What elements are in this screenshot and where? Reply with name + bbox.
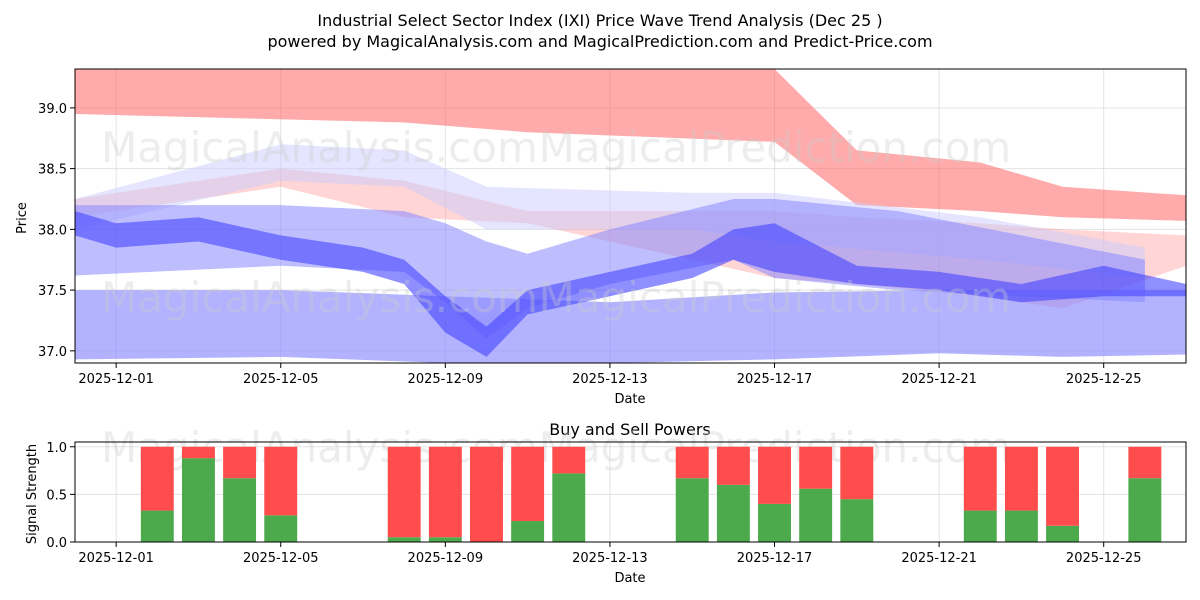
signal-x-tick-label: 2025-12-09 [408,551,484,566]
price-x-tick-label: 2025-12-13 [572,372,648,387]
buy-bar [181,458,215,542]
buy-bar [223,478,257,542]
signal-x-tick-label: 2025-12-13 [572,551,648,566]
price-x-tick-label: 2025-12-05 [243,372,319,387]
buy-bar [428,537,462,542]
signal-y-tick-label: 0.5 [46,488,67,503]
sell-bar [1128,446,1162,479]
sell-bar [758,446,791,504]
price-bands [75,69,1186,363]
buy-bar [1004,510,1038,542]
buy-bar [799,488,833,542]
price-x-tick-label: 2025-12-25 [1066,372,1142,387]
sell-bar [428,446,462,538]
bottom-chart-title: Buy and Sell Powers [549,420,711,439]
sell-bar [387,446,421,538]
price-watermark: MagicalPrediction.com [539,123,1012,172]
signal-chart: MagicalAnalysis.comMagicalPrediction.com… [46,423,1187,566]
sell-bar [264,446,298,516]
price-chart: MagicalAnalysis.com MagicalPrediction.com… [38,68,1187,387]
price-plot-frame [74,68,1187,364]
price-x-tick-label: 2025-12-21 [901,372,977,387]
price-watermark: MagicalPrediction.com [539,273,1012,322]
sell-bar [716,446,750,485]
buy-bar [511,521,545,542]
price-x-tick-label: 2025-12-01 [78,372,154,387]
sell-bar [963,446,997,511]
buy-bar [264,515,298,542]
buy-bar [840,499,874,542]
blue-mid-band [75,199,1145,339]
sell-bar [223,446,257,479]
signal-x-tick-label: 2025-12-05 [243,551,319,566]
price-y-tick-label: 37.5 [38,284,67,299]
price-y-tick-label: 39.0 [38,102,67,117]
price-y-tick-label: 38.5 [38,163,67,178]
sell-bar [840,446,874,500]
price-y-tick-label: 37.0 [38,345,67,360]
sell-bar [799,446,833,489]
buy-bar [716,484,750,542]
signal-x-tick-label: 2025-12-21 [901,551,977,566]
signal-y-tick-label: 1.0 [46,441,67,456]
blue-bottom-band [75,290,1186,363]
buy-bar [1046,525,1080,542]
bottom-x-axis-label: Date [614,571,645,586]
price-x-tick-label: 2025-12-09 [408,372,484,387]
sell-bar [181,446,215,459]
sell-bar [552,446,586,474]
sell-bar [1046,446,1080,526]
buy-bar [552,473,586,542]
sell-bar [470,446,503,542]
buy-bar [1128,478,1162,542]
buy-bar [758,503,791,542]
buy-bar [963,510,997,542]
chart-title: Industrial Select Sector Index (IXI) Pri… [317,11,882,30]
signal-x-tick-label: 2025-12-17 [737,551,813,566]
price-y-tick-label: 38.0 [38,223,67,238]
price-watermark: MagicalAnalysis.com [101,123,538,172]
signal-x-tick-label: 2025-12-25 [1066,551,1142,566]
signal-plot-frame [74,441,1187,543]
signal-x-tick-label: 2025-12-01 [78,551,154,566]
buy-bar [675,478,709,542]
sell-bar [511,446,545,522]
red-upper-band [75,69,1186,221]
y-axis-label: Price [15,202,30,234]
x-axis-label: Date [614,392,645,407]
bottom-y-axis-label: Signal Strength [25,444,40,544]
sell-bar [140,446,174,511]
chart-subtitle: powered by MagicalAnalysis.com and Magic… [267,32,932,51]
buy-bar [387,537,421,542]
signal-watermark: MagicalAnalysis.com [101,423,538,472]
sell-bar [675,446,709,479]
blue-wave-line [75,211,1186,357]
sell-bar [1004,446,1038,511]
buy-bar [140,510,174,542]
signal-y-tick-label: 0.0 [46,536,67,551]
price-watermark: MagicalAnalysis.com [101,273,538,322]
price-x-tick-label: 2025-12-17 [737,372,813,387]
